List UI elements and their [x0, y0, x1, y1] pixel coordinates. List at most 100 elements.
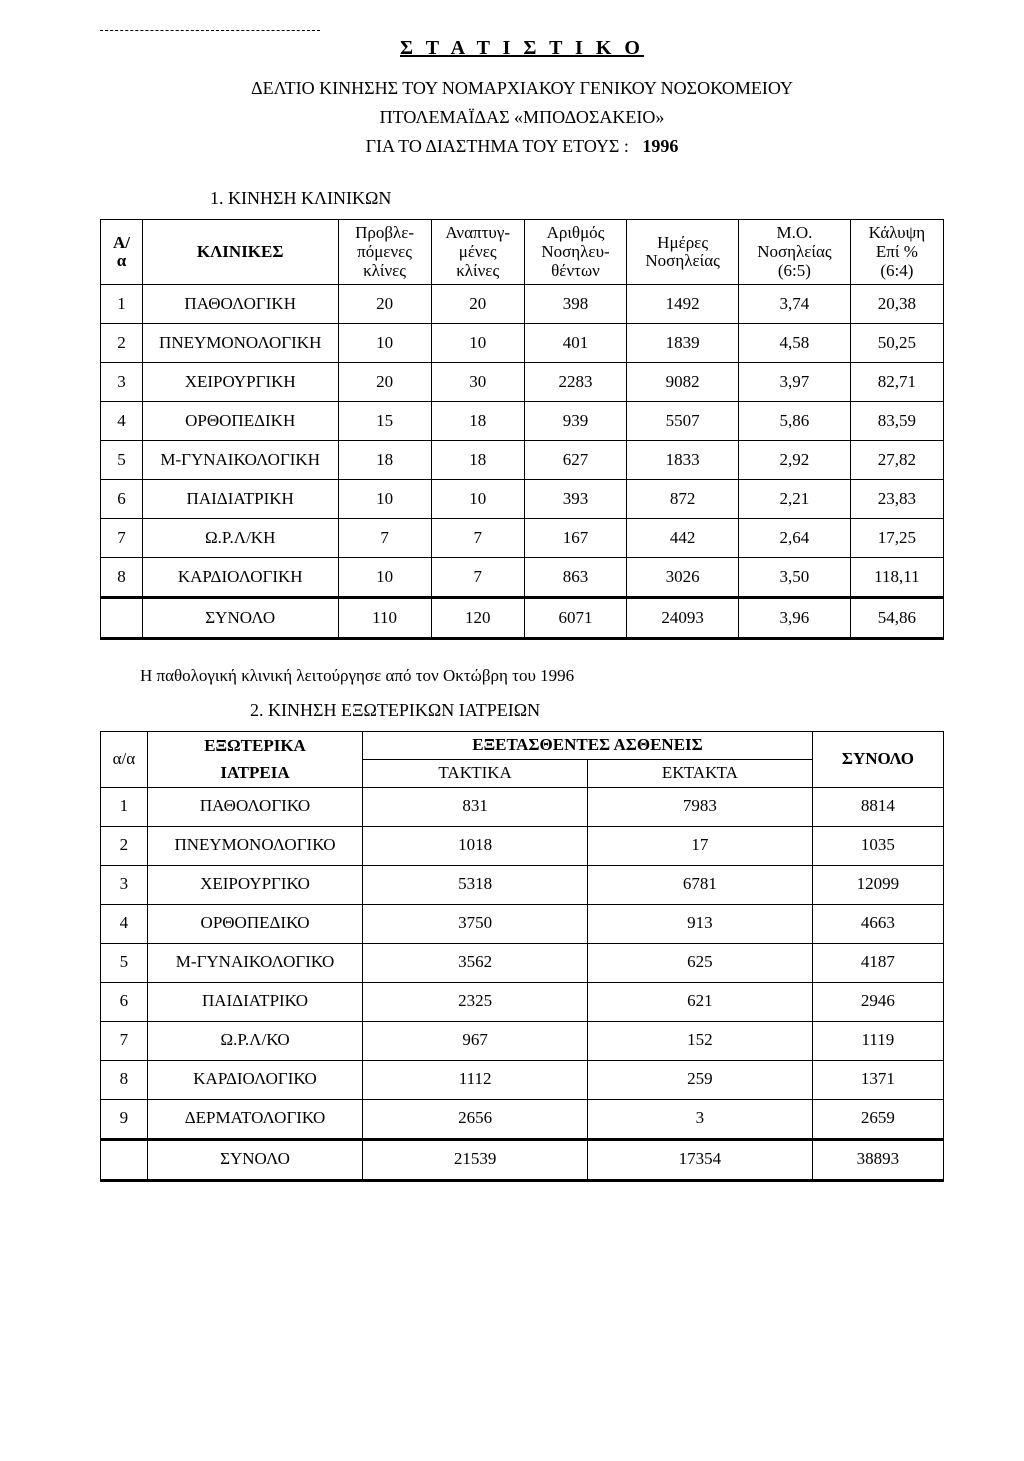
- table-cell: 2,21: [739, 480, 851, 519]
- table-cell: 398: [524, 285, 626, 324]
- page: Σ Τ Α Τ Ι Σ Τ Ι Κ Ο ΔΕΛΤΙΟ ΚΙΝΗΣΗΣ ΤΟΥ Ν…: [0, 0, 1024, 1222]
- table-cell: [101, 1139, 148, 1180]
- table-cell: 54,86: [850, 598, 943, 639]
- table-cell: 2,92: [739, 441, 851, 480]
- table-cell: 38893: [812, 1139, 943, 1180]
- title-block: Σ Τ Α Τ Ι Σ Τ Ι Κ Ο ΔΕΛΤΙΟ ΚΙΝΗΣΗΣ ΤΟΥ Ν…: [100, 37, 944, 160]
- t1-h-imeres: Ημέρες Νοσηλείας: [627, 220, 739, 285]
- table-cell: 1839: [627, 324, 739, 363]
- table-cell: 6: [101, 480, 143, 519]
- table-cell: 152: [588, 1021, 813, 1060]
- table-cell: ΟΡΘΟΠΕΔΙΚΗ: [142, 402, 338, 441]
- table-cell: 2,64: [739, 519, 851, 558]
- table-row: 1ΠΑΘΟΛΟΓΙΚΟ83179838814: [101, 787, 944, 826]
- table-cell: 3,74: [739, 285, 851, 324]
- table-cell: 401: [524, 324, 626, 363]
- table-cell: 442: [627, 519, 739, 558]
- table-cell: 3026: [627, 558, 739, 598]
- table-cell: 1035: [812, 826, 943, 865]
- title-line-2: ΠΤΟΛΕΜΑΪΔΑΣ «ΜΠΟΔΟΣΑΚΕΙΟ»: [100, 103, 944, 132]
- table-total-row: ΣΥΝΟΛΟ215391735438893: [101, 1139, 944, 1180]
- table-cell: Ω.Ρ.Λ/ΚΟ: [147, 1021, 362, 1060]
- table-cell: 7: [101, 519, 143, 558]
- table-row: 8ΚΑΡΔΙΟΛΟΓΙΚΟ11122591371: [101, 1060, 944, 1099]
- table-cell: ΠΑΘΟΛΟΓΙΚΗ: [142, 285, 338, 324]
- table-row: 8ΚΑΡΔΙΟΛΟΓΙΚΗ10786330263,50118,11: [101, 558, 944, 598]
- table-row: 1ΠΑΘΟΛΟΓΙΚΗ202039814923,7420,38: [101, 285, 944, 324]
- table-cell: ΟΡΘΟΠΕΔΙΚΟ: [147, 904, 362, 943]
- table-cell: 1371: [812, 1060, 943, 1099]
- title-line-3: ΓΙΑ ΤΟ ΔΙΑΣΤΗΜΑ ΤΟΥ ΕΤΟΥΣ : 1996: [100, 132, 944, 161]
- table-cell: 118,11: [850, 558, 943, 598]
- table-cell: 1018: [363, 826, 588, 865]
- table-cell: ΧΕΙΡΟΥΡΓΙΚΟ: [147, 865, 362, 904]
- table-cell: 1: [101, 285, 143, 324]
- table-cell: 15: [338, 402, 431, 441]
- table-cell: ΔΕΡΜΑΤΟΛΟΓΙΚΟ: [147, 1099, 362, 1139]
- table-cell: 18: [431, 402, 524, 441]
- table-cell: 9082: [627, 363, 739, 402]
- table-cell: 18: [338, 441, 431, 480]
- table-cell: 1492: [627, 285, 739, 324]
- table-cell: 21539: [363, 1139, 588, 1180]
- table-cell: 10: [431, 324, 524, 363]
- table-cell: [101, 598, 143, 639]
- table-cell: 3,50: [739, 558, 851, 598]
- table-cell: 8: [101, 558, 143, 598]
- table-cell: Ω.Ρ.Λ/ΚΗ: [142, 519, 338, 558]
- table-cell: 30: [431, 363, 524, 402]
- table-total-row: ΣΥΝΟΛΟ1101206071240933,9654,86: [101, 598, 944, 639]
- table-cell: Μ-ΓΥΝΑΙΚΟΛΟΓΙΚΗ: [142, 441, 338, 480]
- table-cell: 1: [101, 787, 148, 826]
- table-cell: 2325: [363, 982, 588, 1021]
- table-cell: 2: [101, 324, 143, 363]
- table-cell: 83,59: [850, 402, 943, 441]
- table-cell: 10: [338, 324, 431, 363]
- t1-h-aa: Α/ α: [101, 220, 143, 285]
- table-cell: 17,25: [850, 519, 943, 558]
- table-cell: 10: [338, 480, 431, 519]
- table-cell: 18: [431, 441, 524, 480]
- table-row: 3ΧΕΙΡΟΥΡΓΙΚΟ5318678112099: [101, 865, 944, 904]
- table-cell: ΧΕΙΡΟΥΡΓΙΚΗ: [142, 363, 338, 402]
- table-cell: 3,96: [739, 598, 851, 639]
- table-cell: 3: [101, 865, 148, 904]
- table-cell: 4: [101, 904, 148, 943]
- table-cell: ΠΝΕΥΜΟΝΟΛΟΓΙΚΗ: [142, 324, 338, 363]
- table-cell: 82,71: [850, 363, 943, 402]
- table-cell: 10: [338, 558, 431, 598]
- table-row: 4ΟΡΘΟΠΕΔΙΚΗ151893955075,8683,59: [101, 402, 944, 441]
- table-cell: ΚΑΡΔΙΟΛΟΓΙΚΗ: [142, 558, 338, 598]
- table-cell: 6781: [588, 865, 813, 904]
- table-cell: 3: [101, 363, 143, 402]
- t2-h-aa: α/α: [101, 732, 148, 787]
- table-cell: 259: [588, 1060, 813, 1099]
- table-cell: 872: [627, 480, 739, 519]
- table-cell: ΚΑΡΔΙΟΛΟΓΙΚΟ: [147, 1060, 362, 1099]
- table-cell: 20,38: [850, 285, 943, 324]
- table-row: 2ΠΝΕΥΜΟΝΟΛΟΓΙΚΗ101040118394,5850,25: [101, 324, 944, 363]
- t2-h-ektakta: ΕΚΤΑΚΤΑ: [588, 760, 813, 788]
- table-cell: 120: [431, 598, 524, 639]
- table-row: 7Ω.Ρ.Λ/ΚΗ771674422,6417,25: [101, 519, 944, 558]
- t2-h-eksoterika-2: ΙΑΤΡΕΙΑ: [147, 760, 362, 788]
- t1-h-arithmos: Αριθμός Νοσηλευ- θέντων: [524, 220, 626, 285]
- t1-h-mo: Μ.Ο. Νοσηλείας (6:5): [739, 220, 851, 285]
- table-cell: 167: [524, 519, 626, 558]
- table-cell: 1119: [812, 1021, 943, 1060]
- table-cell: 625: [588, 943, 813, 982]
- table-cell: ΠΑΙΔΙΑΤΡΙΚΟ: [147, 982, 362, 1021]
- title-line-3-prefix: ΓΙΑ ΤΟ ΔΙΑΣΤΗΜΑ ΤΟΥ ΕΤΟΥΣ :: [366, 136, 629, 156]
- t1-h-klinikes: ΚΛΙΝΙΚΕΣ: [142, 220, 338, 285]
- table-row: 9ΔΕΡΜΑΤΟΛΟΓΙΚΟ265632659: [101, 1099, 944, 1139]
- title-year: 1996: [642, 136, 678, 156]
- table-row: 7Ω.Ρ.Λ/ΚΟ9671521119: [101, 1021, 944, 1060]
- table-cell: 10: [431, 480, 524, 519]
- table-cell: 831: [363, 787, 588, 826]
- table-cell: 5: [101, 441, 143, 480]
- table-cell: 6: [101, 982, 148, 1021]
- table-cell: 7: [431, 519, 524, 558]
- table-cell: 17354: [588, 1139, 813, 1180]
- table-row: 5Μ-ΓΥΝΑΙΚΟΛΟΓΙΚΗ181862718332,9227,82: [101, 441, 944, 480]
- table-cell: 3,97: [739, 363, 851, 402]
